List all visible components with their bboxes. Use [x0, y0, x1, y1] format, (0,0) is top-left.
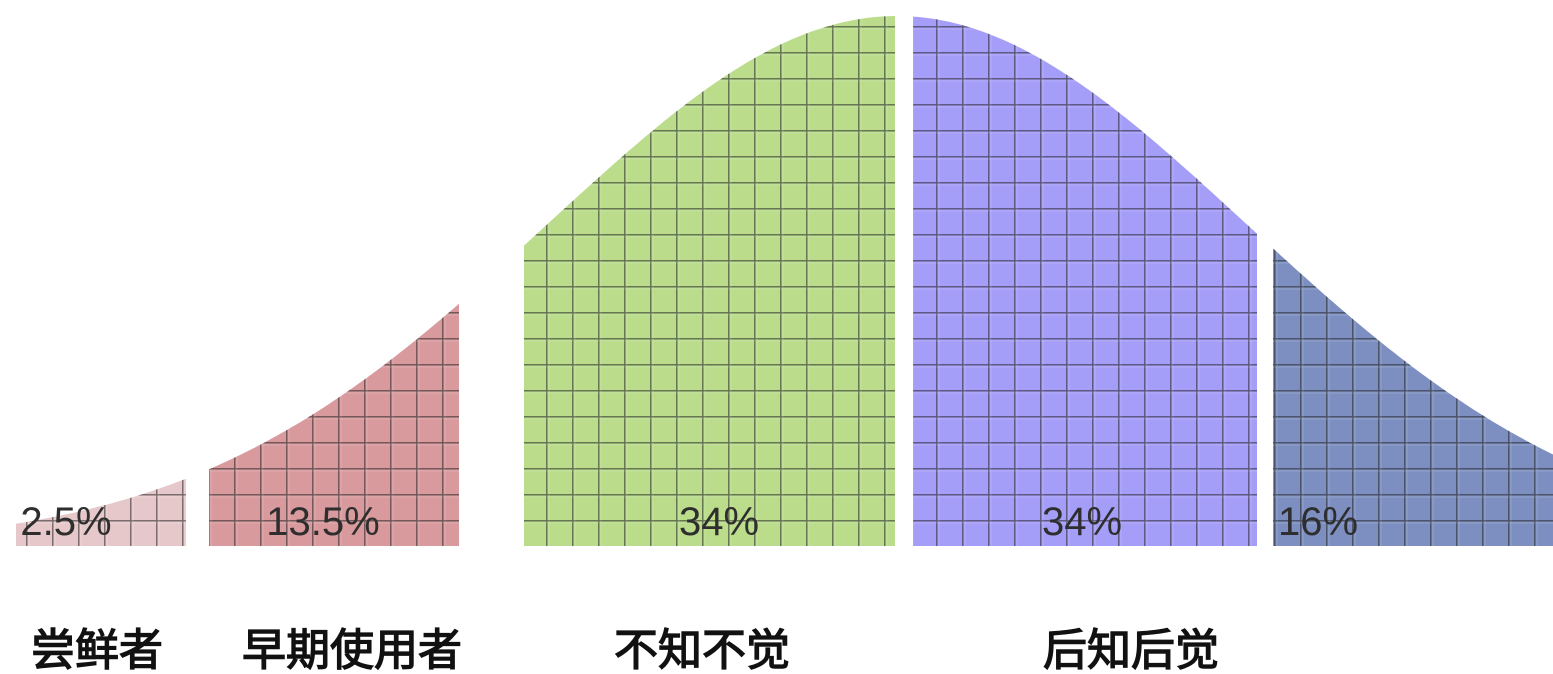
segment-4-grid	[913, 16, 1257, 547]
segment-3-grid	[524, 16, 895, 546]
segment-shapes	[16, 16, 1553, 547]
segment-1-grid	[16, 478, 186, 546]
segment-2-category-label: 早期使用者	[242, 625, 462, 674]
segment-3-category-label: 不知不觉	[614, 625, 790, 674]
segment-2-grid	[209, 303, 459, 546]
segment-4-value-label: 34%	[1042, 500, 1122, 544]
segment-4-category-label: 后知后觉	[1043, 625, 1219, 674]
segment-labels: 2.5% 尝鲜者 13.5% 早期使用者 34% 不知不觉 34% 后知后觉 16%	[20, 500, 1358, 674]
segment-5-value-label: 16%	[1278, 500, 1358, 544]
segment-1-category-label: 尝鲜者	[31, 625, 163, 674]
segment-1-value-label: 2.5%	[20, 500, 111, 544]
segment-3-value-label: 34%	[679, 500, 759, 544]
segment-5-grid	[1273, 248, 1553, 546]
segment-2-value-label: 13.5%	[266, 500, 379, 544]
